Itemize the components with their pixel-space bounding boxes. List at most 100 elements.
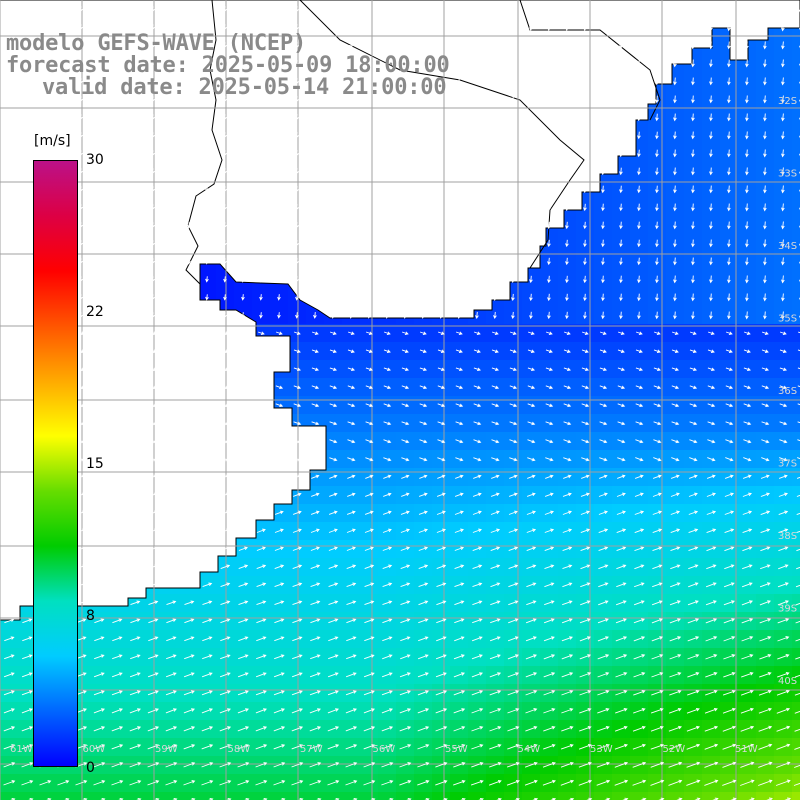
- wind-arrow: [61, 24, 65, 31]
- wind-arrow: [367, 60, 371, 67]
- wind-arrow: [670, 492, 680, 497]
- wind-arrow: [273, 762, 286, 768]
- wind-arrow: [579, 672, 592, 678]
- wind-arrow: [779, 367, 787, 372]
- wind-arrow: [97, 240, 101, 247]
- wind-arrow: [688, 528, 699, 534]
- wind-arrow: [743, 385, 752, 390]
- wind-arrow: [691, 113, 695, 122]
- wind-arrow: [148, 636, 159, 642]
- wind-arrow: [745, 41, 749, 50]
- wind-arrow: [349, 258, 353, 265]
- wind-arrow: [493, 311, 497, 320]
- wind-arrow: [797, 439, 800, 442]
- wind-arrow: [547, 167, 551, 176]
- wind-arrow: [457, 221, 461, 230]
- wind-arrow: [650, 743, 665, 750]
- wind-arrow: [511, 95, 515, 104]
- wind-arrow: [489, 726, 502, 732]
- wind-speed-cell: [162, 792, 180, 800]
- wind-arrow: [725, 367, 733, 372]
- wind-arrow: [187, 258, 191, 265]
- wind-arrow: [601, 167, 605, 176]
- wind-arrow: [457, 257, 461, 266]
- wind-arrow: [615, 636, 628, 642]
- wind-arrow: [7, 132, 11, 139]
- wind-arrow: [687, 618, 700, 624]
- wind-arrow: [237, 708, 249, 714]
- wind-arrow: [421, 257, 425, 265]
- wind-arrow: [547, 95, 551, 104]
- wind-arrow: [586, 797, 593, 800]
- wind-arrow: [400, 636, 411, 642]
- wind-arrow: [237, 780, 250, 786]
- wind-arrow: [130, 600, 141, 606]
- wind-arrow: [349, 312, 353, 319]
- wind-arrow: [601, 311, 605, 320]
- wind-arrow: [745, 275, 749, 284]
- wind-arrow: [794, 674, 800, 678]
- wind-arrow: [525, 636, 537, 642]
- wind-speed-cell: [144, 792, 162, 800]
- wind-arrow: [309, 744, 322, 750]
- wind-arrow: [508, 546, 519, 552]
- wind-arrow: [597, 618, 609, 624]
- wind-arrow: [133, 78, 137, 85]
- wind-arrow: [403, 149, 407, 157]
- wind-arrow: [256, 528, 266, 533]
- wind-arrow: [545, 385, 554, 390]
- wind-speed-cell: [792, 306, 800, 324]
- wind-arrow: [169, 222, 173, 229]
- wind-arrow: [383, 349, 391, 353]
- wind-arrow: [295, 60, 299, 67]
- wind-arrow: [275, 421, 284, 426]
- wind-arrow: [93, 780, 106, 786]
- wind-arrow: [95, 457, 104, 462]
- wind-arrow: [634, 582, 645, 588]
- wind-arrow: [187, 60, 191, 67]
- wind-arrow: [7, 150, 11, 157]
- wind-arrow: [205, 24, 209, 31]
- wind-arrow: [403, 185, 407, 193]
- wind-arrow: [439, 275, 443, 283]
- wind-arrow: [275, 474, 284, 479]
- wind-arrow: [565, 41, 569, 50]
- wind-arrow: [403, 77, 407, 85]
- wind-arrow: [349, 78, 353, 85]
- wind-arrow: [184, 510, 194, 515]
- longitude-label: 54W: [518, 744, 541, 755]
- wind-arrow: [687, 654, 700, 660]
- wind-arrow: [7, 96, 11, 103]
- wind-arrow: [403, 275, 407, 283]
- wind-arrow: [79, 222, 83, 229]
- wind-arrow: [527, 474, 536, 479]
- wind-arrow: [5, 457, 14, 462]
- wind-arrow: [259, 114, 263, 121]
- wind-arrow: [367, 222, 371, 229]
- wind-arrow: [223, 114, 227, 121]
- wind-arrow: [796, 476, 800, 479]
- wind-arrow: [223, 258, 227, 265]
- wind-arrow: [563, 457, 572, 462]
- wind-arrow: [619, 185, 623, 194]
- wind-arrow: [133, 312, 137, 319]
- wind-arrow: [79, 150, 83, 157]
- wind-arrow: [671, 385, 680, 390]
- wind-arrow: [347, 349, 355, 353]
- wind-arrow: [597, 672, 610, 678]
- wind-arrow: [205, 168, 209, 175]
- wind-arrow: [259, 258, 263, 265]
- wind-arrow: [565, 185, 569, 194]
- colorbar-tick-30: 30: [86, 152, 104, 168]
- wind-arrow: [547, 113, 551, 122]
- wind-arrow: [331, 42, 335, 49]
- wind-arrow: [740, 779, 755, 786]
- wind-arrow: [687, 689, 700, 696]
- wind-arrow: [3, 690, 15, 696]
- wind-arrow: [727, 239, 731, 248]
- wind-arrow: [741, 636, 754, 642]
- wind-arrow: [223, 204, 227, 211]
- wind-arrow: [581, 457, 590, 462]
- wind-arrow: [115, 312, 119, 319]
- wind-arrow: [529, 275, 533, 284]
